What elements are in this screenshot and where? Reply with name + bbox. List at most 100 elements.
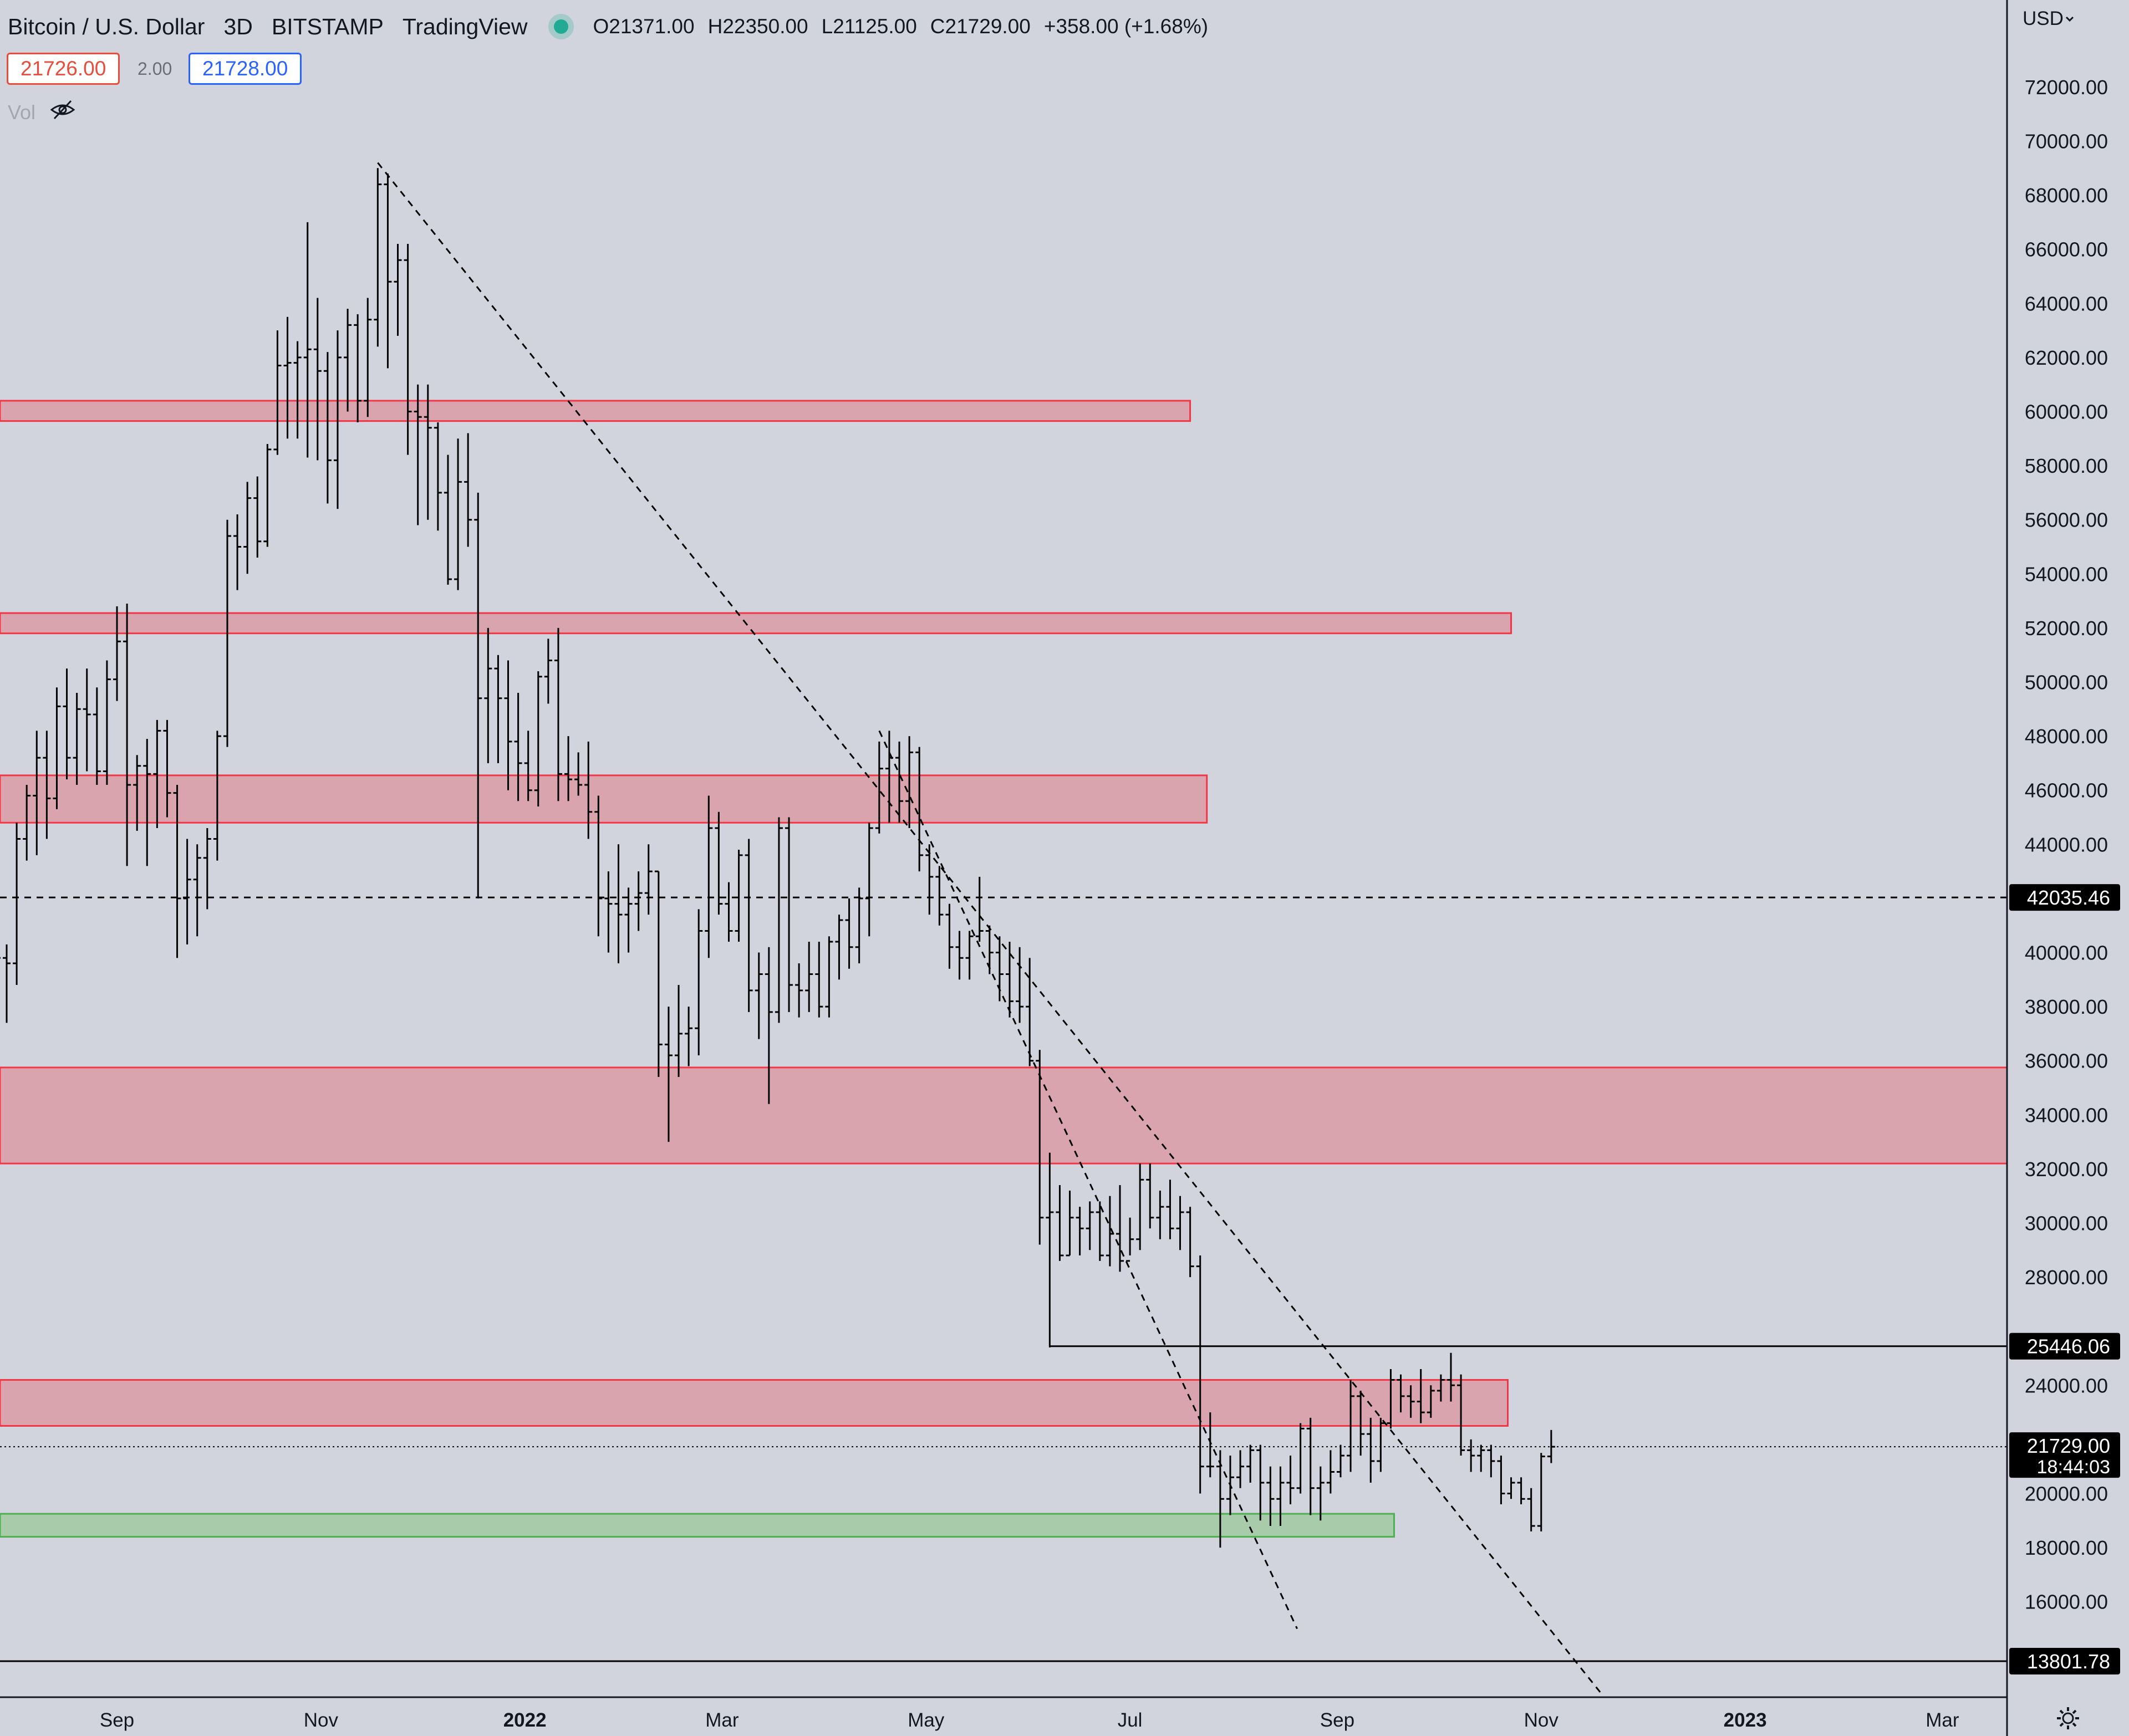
ohlc-bar (1467, 1439, 1475, 1472)
ohlc-bar (183, 839, 191, 944)
ohlc-bar (303, 222, 312, 458)
ohlc-bar (584, 741, 593, 839)
price-axis-label: 66000.00 (2025, 238, 2108, 261)
ohlc-bar (564, 736, 573, 801)
ohlc-bar (253, 476, 262, 558)
ohlc-bar (554, 627, 562, 801)
ohlc-bar (624, 887, 633, 953)
ohlc-bar (153, 719, 161, 829)
ohlc-bar (835, 915, 843, 980)
ohlc-bar (644, 844, 653, 915)
ohlc-bar (1186, 1207, 1194, 1278)
resistance-zone-2[interactable] (0, 612, 1512, 635)
plot-background (0, 0, 2007, 1697)
ohlc-bar (484, 627, 492, 763)
ohlc-bar (73, 693, 81, 785)
ohlc-bar (675, 985, 683, 1077)
time-axis-label: 2023 (1724, 1709, 1767, 1731)
ohlc-bar (1106, 1196, 1114, 1267)
ohlc-bar (1497, 1456, 1505, 1505)
ohlc-bar (1226, 1456, 1234, 1515)
price-axis-label: 64000.00 (2025, 292, 2108, 315)
ohlc-bar (775, 817, 783, 1023)
symbol-header[interactable]: Bitcoin / U.S. Dollar 3D BITSTAMP Tradin… (8, 10, 1221, 43)
ohlc-bar (434, 422, 442, 531)
ohlc-bar (203, 828, 211, 910)
ohlc-bar (474, 492, 482, 898)
price-axis-label: 20000.00 (2025, 1483, 2108, 1505)
ohlc-bar (504, 660, 512, 790)
ohlc-bar (454, 438, 462, 590)
interval-label[interactable]: 3D (223, 13, 253, 39)
time-axis-label: Mar (705, 1709, 739, 1731)
gear-icon[interactable] (2055, 1705, 2081, 1734)
ohlc-bar (1116, 1185, 1124, 1272)
eye-hidden-icon[interactable] (50, 99, 75, 126)
ohlc-bar (133, 755, 141, 831)
ohlc-bar (1026, 958, 1034, 1066)
trendline-2[interactable] (878, 730, 1298, 1630)
ohlc-bar (464, 433, 472, 547)
ohlc-bar (544, 639, 552, 704)
price-axis-label: 68000.00 (2025, 184, 2108, 207)
ohlc-bar (955, 931, 964, 980)
ohlc-bar (1527, 1488, 1535, 1531)
ohlc-bar (855, 887, 863, 964)
market-status-dot-icon (554, 19, 569, 34)
ohlc-bar (374, 168, 382, 347)
ohlc-bar (273, 330, 282, 455)
price-axis-label: 24000.00 (2025, 1374, 2108, 1397)
volume-label: Vol (8, 100, 36, 124)
ohlc-bar (985, 925, 994, 974)
ohlc-bar (1367, 1417, 1375, 1483)
ohlc-bar (93, 687, 101, 785)
ohlc-bar (414, 384, 422, 525)
time-axis-label: 2022 (503, 1709, 547, 1731)
price-axis-marker-1: 42035.46 (2027, 886, 2110, 909)
ohlc-bar (945, 903, 954, 969)
ohlc-bar (805, 941, 813, 1012)
ohlc-bar (685, 1007, 693, 1066)
ohlc-bar (364, 298, 372, 417)
ohlc-bar (1477, 1444, 1485, 1472)
time-axis-label: Nov (1524, 1709, 1559, 1731)
ohlc-bar (865, 823, 873, 937)
buy-button[interactable]: 21728.00 (189, 51, 302, 86)
time-axis-label: Sep (100, 1709, 134, 1731)
countdown-timer: 18:44:03 (2037, 1457, 2110, 1478)
resistance-zone-4[interactable] (0, 1066, 2008, 1165)
price-axis-label: 38000.00 (2025, 995, 2108, 1018)
volume-indicator[interactable]: Vol (8, 99, 75, 126)
ohlc-bar (163, 719, 171, 818)
ohlc-bar (193, 844, 201, 937)
ohlc-bar (1036, 1050, 1044, 1245)
ohlc-bar (1066, 1190, 1074, 1257)
ohlc-bar (1487, 1444, 1495, 1478)
ohlc-bar (1206, 1412, 1214, 1478)
symbol-name[interactable]: Bitcoin / U.S. Dollar (8, 13, 205, 39)
ohlc-bar (514, 693, 522, 801)
ohlc-bar (1126, 1217, 1134, 1262)
ohlc-bar (103, 660, 111, 785)
resistance-zone-5[interactable] (0, 1379, 1509, 1427)
currency-selector[interactable]: USD (2023, 8, 2076, 30)
support-zone-6[interactable] (0, 1513, 1395, 1538)
ohlc-bar (384, 173, 392, 369)
ohlc-series[interactable] (0, 168, 1555, 1548)
ohlc-bar (765, 947, 773, 1104)
time-axis-label: May (908, 1709, 945, 1731)
ohlc-bar (1016, 947, 1024, 1023)
ohlc-bar (785, 817, 793, 1012)
resistance-zone-3[interactable] (0, 774, 1208, 824)
ohlc-bar (1326, 1450, 1335, 1494)
resistance-zone-1[interactable] (0, 400, 1191, 422)
price-axis-label: 40000.00 (2025, 942, 2108, 964)
ohlc-bar (3, 944, 11, 1023)
ohlc-bar (494, 655, 502, 763)
ohlc-bar (1447, 1352, 1455, 1402)
ohlc-bar (1256, 1444, 1265, 1521)
sell-button[interactable]: 21726.00 (7, 51, 120, 86)
ohlc-bar (875, 741, 883, 834)
